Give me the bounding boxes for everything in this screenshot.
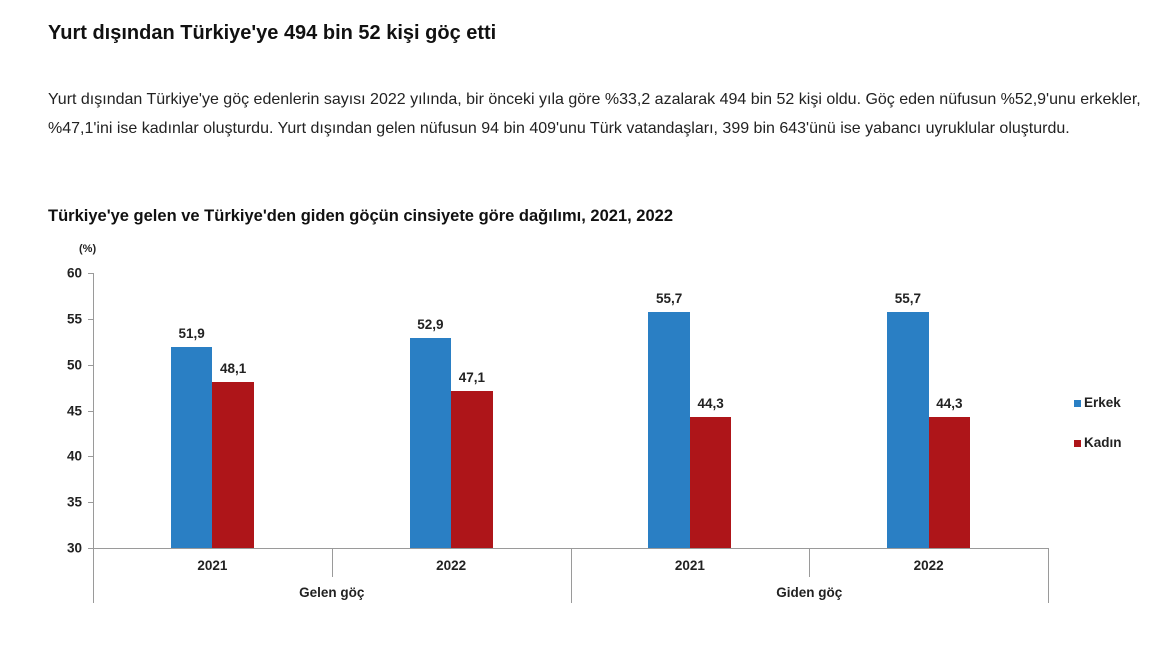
legend-swatch-erkek (1074, 400, 1081, 407)
bar-kadin (212, 382, 254, 548)
data-label: 55,7 (655, 291, 683, 307)
bar-kadin (928, 416, 971, 548)
x-axis-right-edge (1048, 548, 1049, 603)
x-group-label: Gelen göç (299, 585, 365, 600)
x-group-label: Giden göç (776, 585, 843, 600)
data-label: 47,1 (458, 370, 486, 386)
y-axis-line (93, 273, 94, 603)
x-category-label: 2021 (197, 558, 228, 573)
y-tick (88, 548, 93, 549)
y-tick (88, 364, 93, 366)
legend-label-erkek: Erkek (1084, 395, 1121, 410)
y-tick (88, 318, 93, 320)
y-tick-label: 45 (66, 403, 82, 418)
y-tick (88, 456, 93, 458)
y-axis-unit: (%) (79, 243, 97, 255)
y-tick-label: 60 (66, 265, 82, 281)
data-label: 44,3 (936, 395, 963, 411)
x-category-label: 2022 (913, 558, 944, 573)
data-label: 48,1 (219, 361, 247, 377)
x-category-label: 2022 (436, 558, 467, 573)
category-separator (331, 548, 333, 577)
legend-swatch-kadin (1074, 440, 1081, 447)
bar-kadin (451, 391, 493, 548)
bar-erkek (648, 312, 690, 548)
legend-label-kadin: Kadın (1084, 435, 1122, 450)
bar-erkek (170, 347, 213, 548)
x-category-label: 2021 (674, 558, 705, 573)
data-label: 44,3 (697, 395, 724, 411)
y-tick-label: 50 (66, 357, 82, 373)
bar-kadin (689, 416, 732, 548)
data-label: 52,9 (417, 317, 444, 333)
bar-erkek (887, 312, 929, 548)
y-tick (88, 502, 93, 504)
category-separator (809, 548, 811, 577)
group-separator (570, 548, 572, 603)
y-tick-label: 30 (66, 540, 82, 556)
data-label: 51,9 (178, 326, 205, 342)
lead-paragraph: Yurt dışından Türkiye'ye göç edenlerin s… (48, 91, 1141, 137)
y-tick-label: 55 (66, 311, 82, 327)
y-tick-label: 40 (66, 448, 82, 464)
y-tick-label: 35 (66, 494, 82, 510)
headline: Yurt dışından Türkiye'ye 494 bin 52 kişi… (48, 22, 497, 44)
bar-erkek (409, 338, 452, 548)
y-tick (88, 273, 93, 274)
chart-title: Türkiye'ye gelen ve Türkiye'den giden gö… (48, 207, 674, 225)
y-tick (88, 410, 93, 412)
data-label: 55,7 (894, 291, 922, 307)
